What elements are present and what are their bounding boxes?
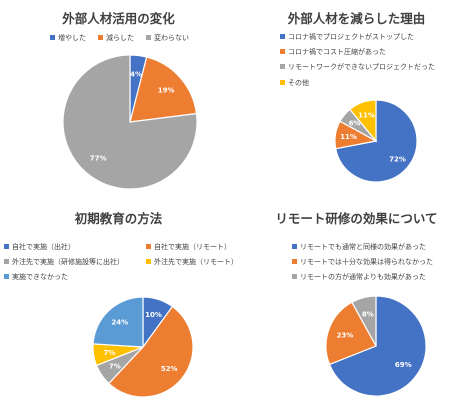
slice-data-label: 10% [145, 311, 162, 319]
slice-data-label: 52% [161, 365, 178, 373]
legend-item: その他 [280, 79, 309, 88]
legend-swatch [280, 80, 285, 85]
slice-data-label: 23% [337, 331, 354, 339]
legend-item: 変わらない [146, 34, 189, 43]
chart-title: リモート研修の効果について [275, 211, 438, 226]
legend-label: 変わらない [154, 34, 189, 42]
slice-data-label: 72% [389, 155, 406, 163]
legend-swatch [146, 244, 151, 249]
legend-swatch [280, 34, 285, 39]
legend-item: コロナ禍でプロジェクトがストップした [280, 33, 414, 42]
legend-swatch [280, 49, 285, 54]
slice-data-label: 77% [90, 155, 107, 163]
slice-data-label: 19% [158, 87, 175, 95]
chart-panel-adoption-change: 外部人材活用の変化 増やした 減らした 変わらない 4% 19% 77% [0, 0, 237, 200]
pie-slice [349, 99, 377, 143]
legend-swatch [146, 259, 151, 264]
legend-item: リモートでは十分な効果は得られなかった [292, 258, 433, 267]
slice-data-label: 4% [130, 71, 142, 79]
chart-panel-initial-training: 初期教育の方法 自社で実施（出社） 自社で実施（リモート） 外注先で実施（研修施… [0, 200, 238, 400]
legend-label: リモートでは十分な効果は得られなかった [300, 258, 433, 266]
slice-data-label: 69% [395, 361, 412, 369]
legend-item: 自社で実施（リモート） [146, 243, 231, 252]
legend-label: 外注先で実施（リモート） [154, 258, 238, 266]
chart-title: 外部人材を減らした理由 [287, 11, 426, 26]
pie-chart: 10% 52% 7% 7% 24% [92, 296, 194, 398]
legend-swatch [4, 244, 9, 249]
legend-item: リモートでも通常と同様の効果があった [292, 243, 426, 252]
legend-item: 減らした [98, 34, 134, 43]
legend-swatch [280, 64, 285, 69]
legend-label: 実施できなかった [12, 273, 68, 281]
legend-item: 増やした [50, 34, 86, 43]
pie-chart: 69% 23% 8% [325, 295, 427, 397]
legend-item: リモートワークができないプロジェクトだった [280, 63, 435, 72]
legend-swatch [4, 274, 9, 279]
legend-item: リモートの方が通常よりも効果があった [292, 273, 426, 282]
slice-data-label: 11% [358, 111, 375, 119]
legend-label: 外注先で実施（研修施設等に出社） [12, 258, 124, 266]
legend-label: 自社で実施（出社） [12, 243, 75, 251]
legend-swatch [4, 259, 9, 264]
chart-title: 外部人材活用の変化 [62, 11, 175, 26]
legend-label: リモートワークができないプロジェクトだった [288, 63, 435, 71]
legend-item: 外注先で実施（研修施設等に出社） [4, 258, 124, 267]
legend-item: 外注先で実施（リモート） [146, 258, 238, 267]
pie-slice [92, 296, 144, 348]
legend-item: 自社で実施（出社） [4, 243, 75, 252]
pie-chart: 4% 19% 77% [62, 54, 198, 190]
chart-title: 初期教育の方法 [74, 211, 163, 226]
legend-swatch [98, 35, 103, 40]
legend-label: コロナ禍でコスト圧縮があった [288, 48, 386, 56]
pie-slice [328, 295, 427, 397]
legend-label: 減らした [106, 34, 134, 42]
pie-slice [107, 305, 194, 398]
pie-slice [62, 54, 198, 190]
legend-item: 実施できなかった [4, 273, 68, 282]
pie-slice [351, 295, 377, 347]
slice-data-label: 6% [349, 120, 361, 128]
legend-label: リモートの方が通常よりも効果があった [300, 273, 426, 281]
slice-data-label: 7% [103, 349, 115, 357]
slice-data-label: 24% [111, 319, 128, 327]
legend-label: コロナ禍でプロジェクトがストップした [288, 33, 414, 41]
slice-data-label: 7% [109, 363, 121, 371]
legend-swatch [292, 259, 297, 264]
legend-label: その他 [288, 79, 309, 87]
pie-chart: 72%11%6%11% [334, 99, 418, 183]
pie-slice [129, 56, 198, 123]
legend-swatch [292, 274, 297, 279]
slice-data-label: 11% [340, 133, 357, 141]
slice-data-label: 8% [362, 311, 374, 319]
legend-label: リモートでも通常と同様の効果があった [300, 243, 426, 251]
chart-panel-remote-training-effect: リモート研修の効果について リモートでも通常と同様の効果があった リモートでは十… [238, 200, 475, 400]
chart-panel-reduction-reasons: 外部人材を減らした理由 コロナ禍でプロジェクトがストップした コロナ禍でコスト圧… [238, 0, 475, 200]
legend-swatch [50, 35, 55, 40]
legend-label: 自社で実施（リモート） [154, 243, 231, 251]
pie-slice [325, 301, 377, 366]
legend-swatch [146, 35, 151, 40]
legend-item: コロナ禍でコスト圧縮があった [280, 48, 386, 57]
legend-swatch [292, 244, 297, 249]
legend-label: 増やした [58, 34, 86, 42]
